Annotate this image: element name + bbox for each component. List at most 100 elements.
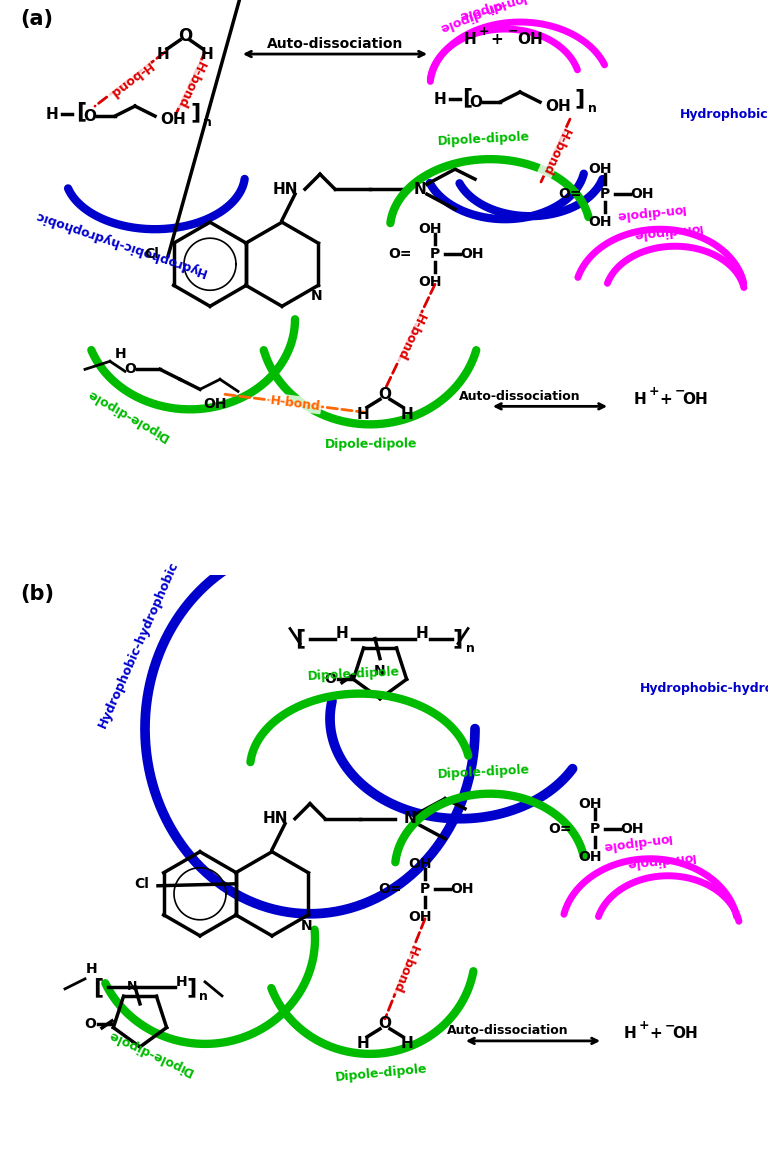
Text: O=: O= [548,822,572,835]
Text: H-bond: H-bond [538,126,571,177]
Text: H-bond: H-bond [106,59,154,100]
Text: −: − [665,1019,675,1033]
Text: OH: OH [419,276,442,290]
Text: O: O [124,362,136,377]
Text: −: − [675,385,685,398]
Text: OH: OH [409,910,432,924]
Text: Auto-dissociation: Auto-dissociation [266,37,403,51]
Text: Dipole-dipole: Dipole-dipole [325,438,417,452]
Text: O: O [324,672,336,686]
Text: Ion-dipole: Ion-dipole [455,0,526,23]
Text: n: n [199,990,207,1003]
Text: OH: OH [578,850,602,864]
Text: Hydrophobic-hydrophobic: Hydrophobic-hydrophobic [640,683,768,695]
Text: OH: OH [419,222,442,237]
Text: N: N [127,980,137,994]
Text: N: N [374,664,386,678]
Text: Ion-dipole: Ion-dipole [614,202,685,222]
Text: n: n [465,642,475,655]
Text: n: n [588,101,597,115]
Text: HN: HN [262,811,288,826]
Text: OH: OH [409,857,432,871]
Text: H: H [464,31,476,46]
Text: P: P [420,881,430,896]
Text: Dipole-dipole: Dipole-dipole [335,1063,429,1085]
Text: ]: ] [191,102,201,122]
Text: OH: OH [160,111,186,126]
Text: H-bond: H-bond [389,943,420,995]
Text: H: H [356,407,369,422]
Text: H-bond: H-bond [269,394,321,412]
Text: Cl: Cl [144,247,160,261]
Text: H: H [434,92,446,107]
Text: P: P [600,187,610,201]
Text: H: H [200,47,214,62]
Text: O: O [84,109,97,124]
Text: O: O [469,94,482,109]
Text: O: O [379,387,392,402]
Text: H: H [176,974,188,989]
Text: +: + [639,1019,649,1033]
Text: +: + [478,24,489,38]
Text: P: P [590,822,600,835]
Text: Ion-dipole: Ion-dipole [601,831,672,853]
Text: +: + [649,385,659,398]
Text: OH: OH [631,187,654,201]
Text: [: [ [76,101,86,121]
Text: [: [ [462,87,472,107]
Text: Ion-dipole: Ion-dipole [624,850,695,870]
Text: H-bond: H-bond [393,311,427,362]
Text: OH: OH [517,31,543,46]
Text: Cl: Cl [134,877,150,890]
Text: O: O [84,1017,96,1031]
Text: [: [ [295,629,305,648]
Text: OH: OH [588,162,612,176]
Text: Hydrophobic-hydrophobic: Hydrophobic-hydrophobic [97,560,181,731]
Text: OH: OH [204,398,227,411]
Text: ]: ] [453,629,463,648]
Text: Dipole-dipole: Dipole-dipole [307,665,400,683]
Text: OH: OH [545,99,571,114]
Text: OH: OH [450,881,474,896]
Text: N: N [311,290,323,303]
Text: ]: ] [575,88,585,108]
Text: n: n [203,116,211,129]
Text: Hydrophobic-hydrophobic: Hydrophobic-hydrophobic [32,208,208,278]
Text: H: H [45,107,58,122]
Text: Ion-dipole: Ion-dipole [436,0,506,34]
Text: H: H [115,347,127,361]
Text: −: − [508,24,518,38]
Text: P: P [430,247,440,261]
Text: OH: OH [682,392,708,407]
Text: N: N [301,919,313,933]
Text: O=: O= [558,187,582,201]
Text: ]: ] [187,977,197,997]
Text: +: + [660,392,672,407]
Text: Dipole-dipole: Dipole-dipole [438,763,531,780]
Text: N: N [404,811,416,826]
Text: OH: OH [672,1026,698,1041]
Text: O: O [178,28,192,45]
Text: Ion-dipole: Ion-dipole [631,221,702,240]
Text: H: H [401,407,413,422]
Text: O=: O= [379,881,402,896]
Text: +: + [491,31,503,46]
Text: H: H [86,962,98,976]
Text: Auto-dissociation: Auto-dissociation [447,1025,569,1038]
Text: Auto-dissociation: Auto-dissociation [459,390,581,403]
Text: OH: OH [621,822,644,835]
Text: HN: HN [272,182,298,196]
Text: N: N [414,182,426,196]
Text: H-bond: H-bond [174,59,207,110]
Text: O=: O= [389,247,412,261]
Text: (b): (b) [20,584,54,603]
Text: O: O [379,1017,392,1032]
Text: H: H [157,47,170,62]
Text: H: H [415,626,429,641]
Text: H: H [336,626,349,641]
Text: Dipole-dipole: Dipole-dipole [84,386,171,444]
Text: H: H [356,1036,369,1051]
Text: (a): (a) [20,9,53,29]
Text: OH: OH [460,247,484,261]
Text: Dipole-dipole: Dipole-dipole [106,1027,195,1078]
